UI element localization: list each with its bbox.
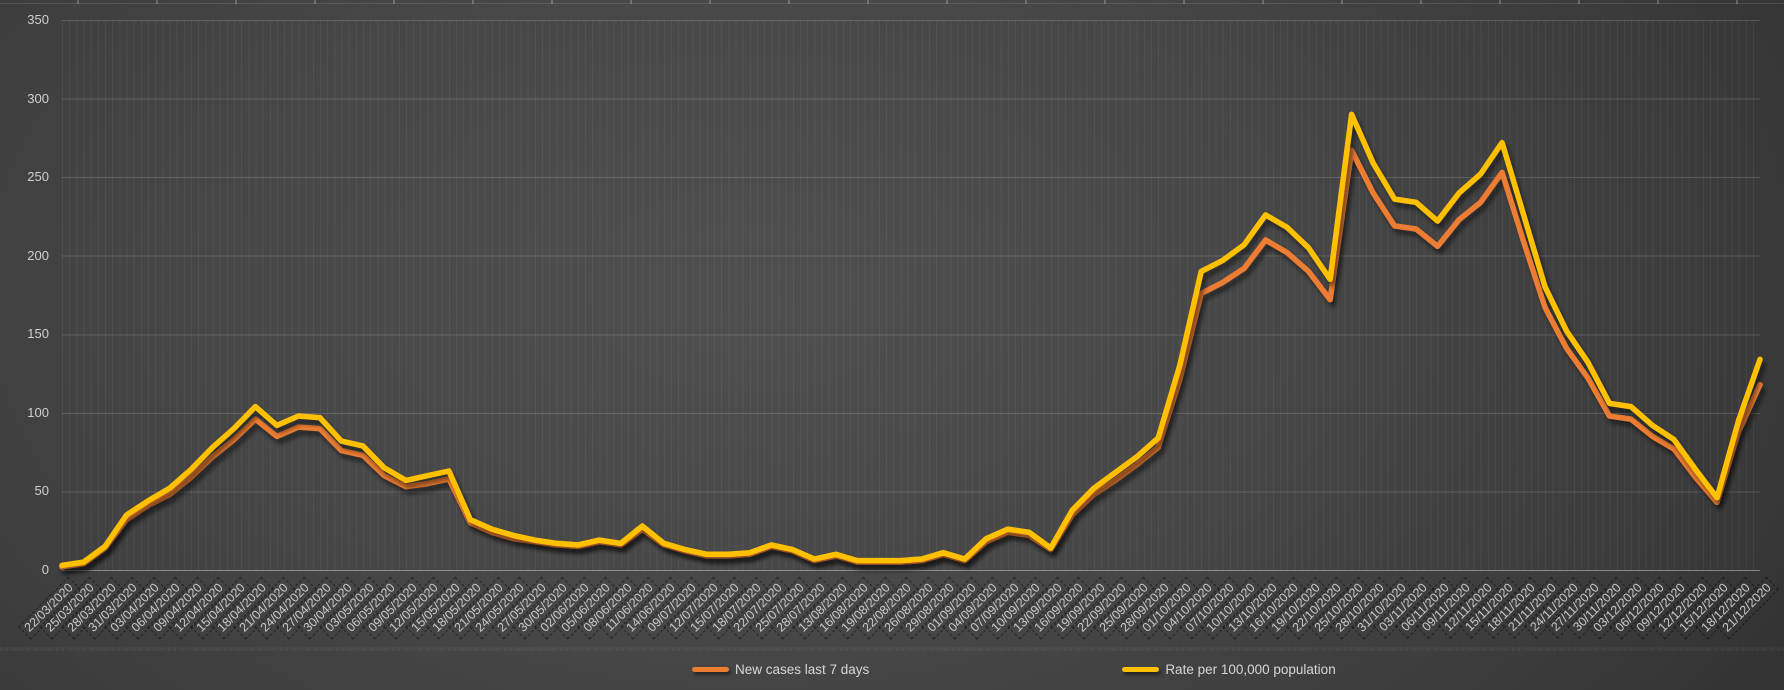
- spreadsheet-top-edge: [0, 0, 1784, 4]
- y-axis-tick-label: 50: [34, 483, 49, 499]
- legend-item-rate[interactable]: Rate per 100,000 population: [1122, 661, 1336, 677]
- series-rate-line: [59, 111, 1763, 569]
- y-axis-tick-label: 250: [27, 169, 49, 185]
- y-axis-tick-label: 100: [27, 404, 49, 420]
- chart-legend: New cases last 7 days Rate per 100,000 p…: [692, 659, 1336, 679]
- y-axis-tick-label: 350: [27, 12, 49, 27]
- legend-label-new-cases: New cases last 7 days: [735, 661, 870, 677]
- legend-item-new-cases[interactable]: New cases last 7 days: [692, 662, 869, 677]
- series-new-cases-line: [59, 147, 1763, 570]
- legend-swatch-rate: [1122, 666, 1160, 672]
- y-axis-tick-label: 300: [27, 90, 49, 106]
- legend-label-rate: Rate per 100,000 population: [1165, 661, 1336, 677]
- y-axis-tick-label: 0: [41, 562, 49, 577]
- legend-swatch-new-cases: [692, 666, 729, 672]
- y-axis-tick-label: 150: [27, 326, 49, 342]
- spreadsheet-bottom-edge: [0, 647, 1784, 651]
- plot-area: [62, 20, 1760, 571]
- y-axis-tick-label: 200: [27, 247, 49, 263]
